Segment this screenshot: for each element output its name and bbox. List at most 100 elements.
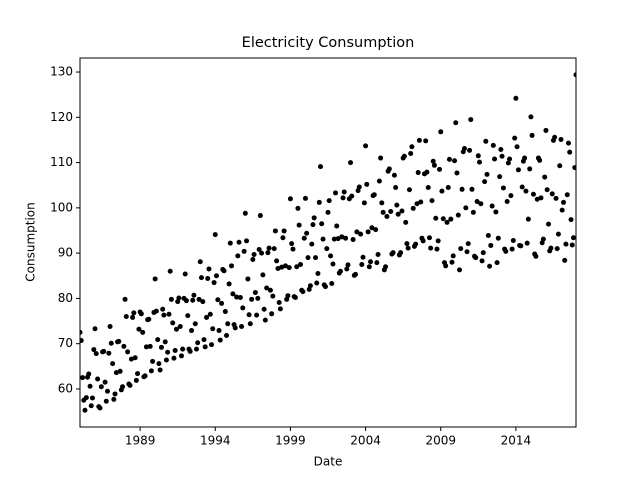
point: [289, 241, 295, 247]
point: [320, 236, 326, 242]
point: [568, 217, 574, 223]
point: [232, 325, 238, 331]
point: [267, 287, 273, 293]
point: [343, 235, 349, 241]
point: [225, 321, 231, 327]
point: [274, 258, 280, 264]
point: [464, 249, 470, 255]
point: [482, 179, 488, 185]
point: [512, 135, 518, 141]
point: [337, 268, 343, 274]
point: [409, 144, 415, 150]
point: [540, 236, 546, 242]
point: [483, 138, 489, 144]
point: [135, 371, 141, 377]
point: [437, 166, 443, 172]
point: [508, 193, 514, 199]
point: [101, 348, 107, 354]
point: [348, 160, 354, 166]
point: [349, 193, 355, 199]
point: [172, 347, 178, 353]
x-tick-label: 2009: [425, 434, 456, 448]
point: [525, 216, 531, 222]
point: [459, 186, 465, 192]
point: [282, 263, 288, 269]
point: [107, 323, 113, 329]
point: [393, 184, 399, 190]
point: [322, 284, 328, 290]
point: [241, 248, 247, 254]
point: [406, 187, 412, 193]
point: [103, 398, 109, 404]
point: [162, 339, 168, 345]
point: [478, 201, 484, 207]
point: [111, 396, 117, 402]
point: [519, 184, 525, 190]
point: [122, 296, 128, 302]
point: [264, 285, 270, 291]
point: [155, 337, 161, 343]
point: [503, 248, 509, 254]
point: [148, 368, 154, 374]
point: [97, 405, 103, 411]
point: [310, 222, 316, 228]
point: [286, 265, 292, 271]
point: [224, 333, 230, 339]
point: [237, 295, 243, 301]
axes-frame: [79, 57, 577, 428]
point: [344, 266, 350, 272]
point: [345, 262, 351, 268]
point: [458, 246, 464, 252]
point: [252, 290, 258, 296]
point: [205, 275, 211, 281]
point: [558, 136, 564, 142]
point: [469, 186, 475, 192]
point: [131, 310, 137, 316]
point: [156, 361, 162, 367]
point: [290, 246, 296, 252]
point: [87, 383, 93, 389]
point: [423, 138, 429, 144]
point: [440, 216, 446, 222]
point: [300, 289, 306, 295]
point: [418, 199, 424, 205]
point: [554, 246, 560, 252]
point: [168, 296, 174, 302]
point: [147, 343, 153, 349]
plot-area: 1989 1994 1999 2004 2009 2014 60 70 80 90 100 110 12…: [50, 65, 576, 448]
point: [438, 129, 444, 135]
point: [86, 371, 92, 377]
point: [534, 196, 540, 202]
x-tick-label: 2014: [501, 434, 532, 448]
point: [297, 261, 303, 267]
point: [523, 188, 529, 194]
point: [295, 205, 301, 211]
point: [363, 143, 369, 149]
point: [499, 153, 505, 159]
point: [116, 338, 122, 344]
point: [527, 166, 533, 172]
point: [242, 210, 248, 216]
point: [414, 201, 420, 207]
point: [160, 306, 166, 312]
point: [340, 195, 346, 201]
point: [443, 263, 449, 269]
x-tick-label: 1999: [275, 434, 306, 448]
point: [240, 305, 246, 311]
point: [567, 149, 573, 155]
point: [569, 242, 575, 248]
point: [294, 264, 300, 270]
point: [468, 117, 474, 123]
point: [105, 388, 111, 394]
x-tick-label: 1994: [200, 434, 231, 448]
point: [557, 163, 563, 169]
point: [341, 189, 347, 195]
point: [212, 232, 218, 238]
point: [229, 263, 235, 269]
point: [98, 384, 104, 390]
point: [543, 127, 549, 133]
point: [449, 259, 455, 265]
point: [522, 155, 528, 161]
point: [91, 347, 97, 353]
